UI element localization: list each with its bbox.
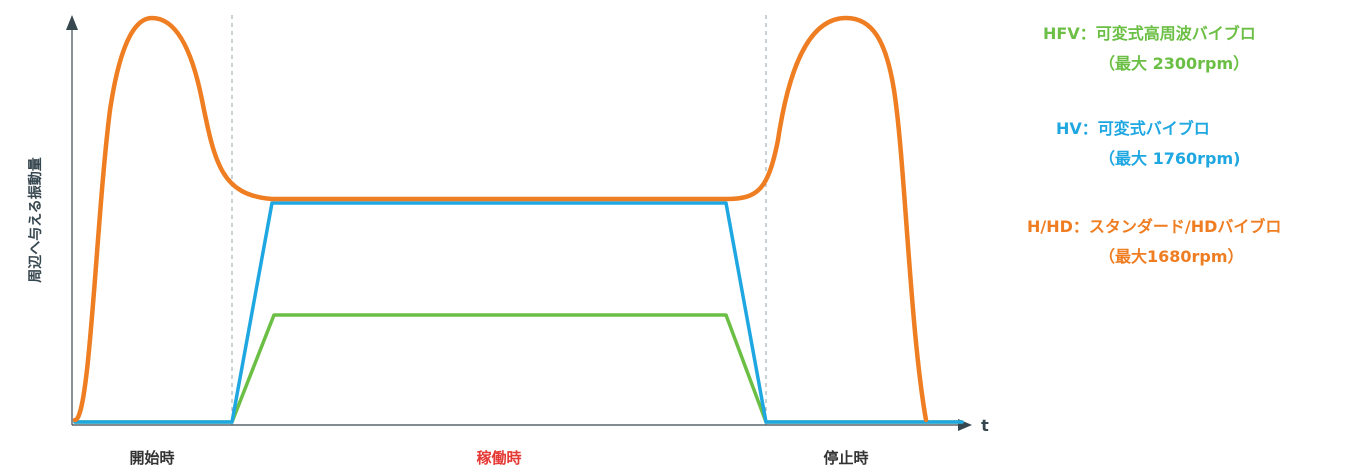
legend-sublabel-h-hd: （最大1680rpm） <box>1099 247 1244 266</box>
phase-label-running: 稼働時 <box>476 449 521 467</box>
legend-label-h-hd: H/HD：スタンダード/HDバイブロ <box>1027 217 1282 236</box>
y-axis-arrow <box>66 15 78 30</box>
legend-item-hfv: HFV：可変式高周波バイブロ （最大 2300rpm） <box>1043 19 1256 79</box>
legend-item-h-hd: H/HD：スタンダード/HDバイブロ （最大1680rpm） <box>1027 212 1281 272</box>
phase-label-stop: 停止時 <box>823 449 868 467</box>
legend-sublabel-hfv: （最大 2300rpm） <box>1099 54 1250 73</box>
legend-label-hv: HV：可変式バイブロ <box>1056 119 1210 138</box>
series-line-hv <box>73 201 964 424</box>
y-axis-label: 周辺へ与える振動量 <box>27 157 44 283</box>
series-line-hfv <box>73 313 964 424</box>
phase-label-start: 開始時 <box>129 449 174 467</box>
legend-sublabel-hv: （最大 1760rpm) <box>1099 149 1241 168</box>
legend-item-hv: HV：可変式バイブロ （最大 1760rpm) <box>1056 114 1240 174</box>
x-axis-label: t <box>981 416 989 435</box>
series-line-h-hd <box>72 15 929 423</box>
legend-label-hfv: HFV：可変式高周波バイブロ <box>1043 24 1256 43</box>
